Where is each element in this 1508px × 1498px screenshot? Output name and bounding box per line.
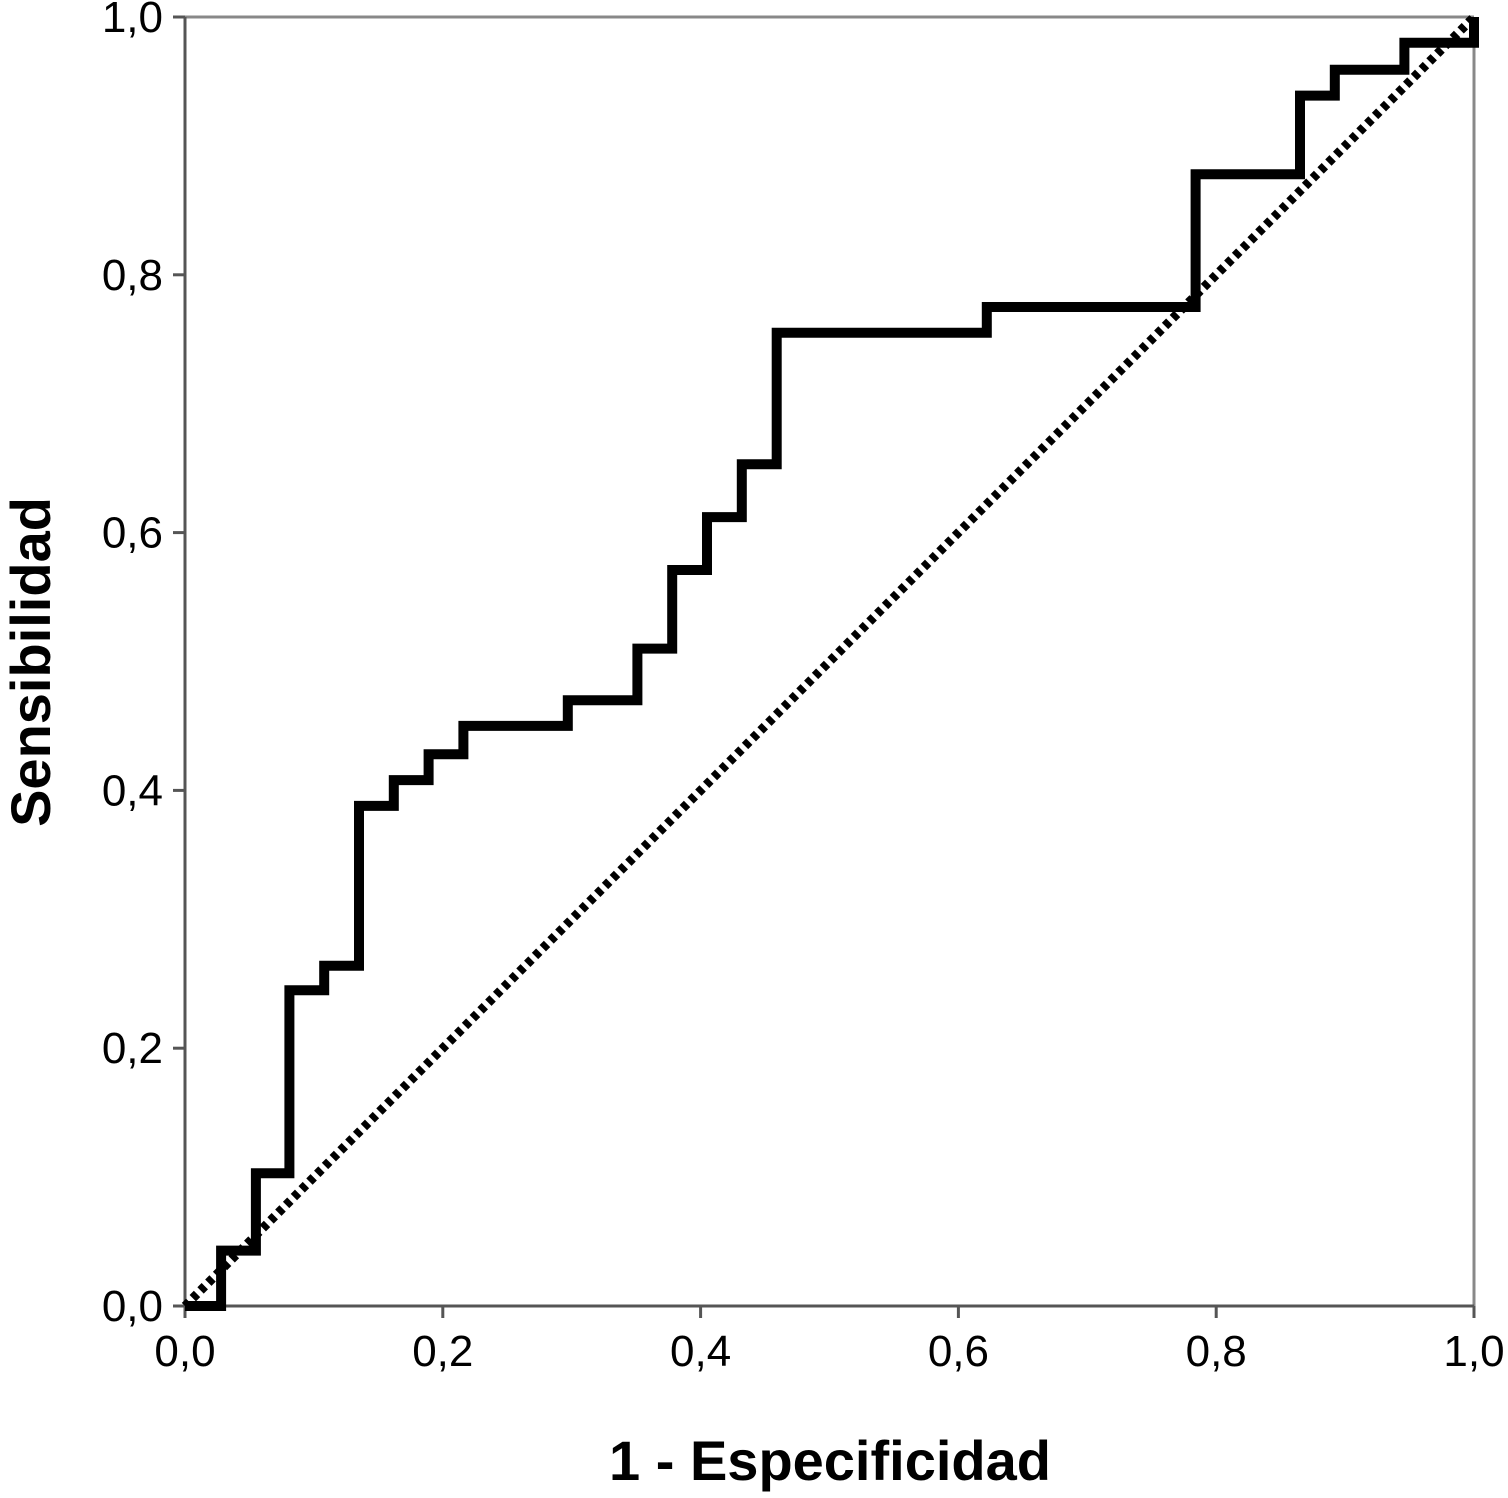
y-tick-label: 0,8	[102, 251, 163, 300]
x-axis-title: 1 - Especificidad	[609, 1429, 1051, 1492]
reference-diagonal-line	[181, 13, 1478, 1310]
x-tick-label: 0,0	[154, 1327, 215, 1376]
y-tick-label: 0,2	[102, 1024, 163, 1073]
axis-ticks: 0,0 0,2 0,4 0,6 0,8 1,0 0,0 0,2 0,4 0,6 0,8 1,0	[102, 0, 1505, 1376]
series-layer	[181, 13, 1479, 1311]
plot-frame	[183, 15, 1476, 1308]
y-tick-label: 0,0	[102, 1282, 163, 1331]
y-tick-label: 1,0	[102, 0, 163, 42]
x-tick-label: 0,4	[670, 1327, 731, 1376]
x-tick-label: 0,6	[928, 1327, 989, 1376]
x-tick-label: 0,8	[1186, 1327, 1247, 1376]
roc-curve-line	[185, 17, 1479, 1311]
y-tick-label: 0,6	[102, 509, 163, 558]
y-tick-label: 0,4	[102, 766, 163, 815]
y-axis-title: Sensibilidad	[0, 497, 62, 827]
x-tick-label: 1,0	[1443, 1327, 1504, 1376]
x-tick-label: 0,2	[412, 1327, 473, 1376]
